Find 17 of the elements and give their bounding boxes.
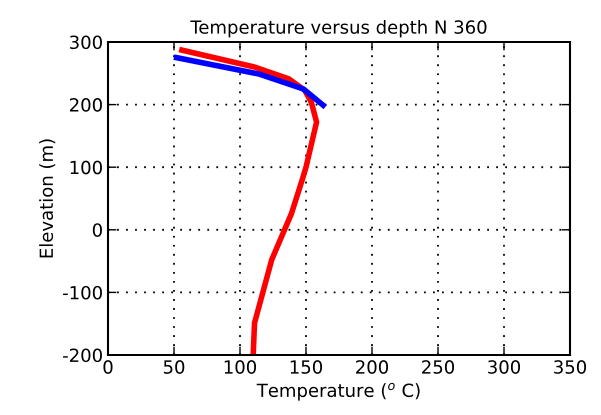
y-tick-label: 100 [70, 160, 102, 174]
x-tick-label: 250 [422, 360, 454, 374]
x-tick-label: 100 [224, 360, 256, 374]
x-tick-label: 350 [554, 360, 586, 374]
y-tick-label: -100 [63, 286, 102, 300]
x-tick-label: 150 [290, 360, 322, 374]
x-tick-label: 300 [488, 360, 520, 374]
x-tick-label: 0 [103, 360, 113, 374]
y-axis-title: Elevation (m) [39, 139, 56, 258]
x-axis-title: Temperature ($^{o}$ C) [256, 382, 420, 401]
chart-title: Temperature versus depth N 360 [190, 20, 486, 38]
y-tick-label: 0 [92, 223, 102, 237]
x-tick-label: 50 [164, 360, 184, 374]
x-tick-label: 200 [356, 360, 388, 374]
y-tick-label: 200 [70, 98, 102, 112]
y-tick-label: 300 [70, 35, 102, 50]
y-tick-label: -200 [63, 348, 102, 362]
